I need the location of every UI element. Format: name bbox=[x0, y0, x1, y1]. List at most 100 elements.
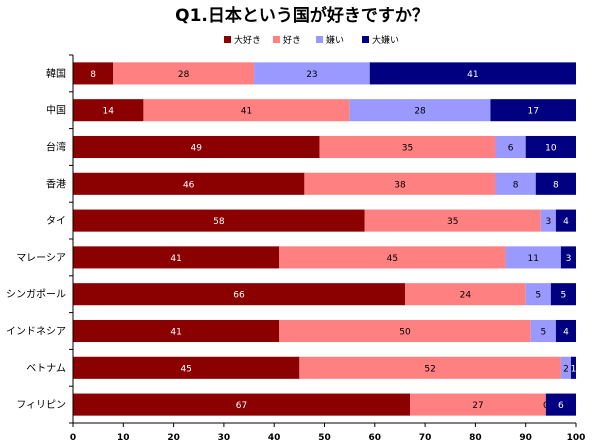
bar-label-3-3: 8 bbox=[553, 180, 559, 190]
bar-label-2-2: 6 bbox=[508, 144, 514, 154]
category-label-8: ベトナム bbox=[26, 362, 66, 374]
x-tick-label-2: 20 bbox=[167, 433, 180, 443]
bar-label-8-2: 2 bbox=[563, 364, 569, 374]
category-label-5: マレーシア bbox=[16, 253, 66, 264]
bar-label-5-2: 11 bbox=[528, 254, 539, 264]
bar-label-8-0: 45 bbox=[180, 364, 191, 374]
bar-0-1 bbox=[113, 62, 255, 85]
category-label-6: シンガポール bbox=[6, 289, 66, 301]
category-label-0: 韓国 bbox=[46, 68, 66, 80]
bar-label-7-2: 5 bbox=[540, 328, 546, 338]
legend-swatch-1 bbox=[273, 36, 280, 43]
category-label-4: タイ bbox=[46, 215, 66, 227]
bar-0-0 bbox=[73, 62, 114, 85]
x-tick-label-9: 90 bbox=[519, 433, 532, 443]
legend-label-3: 大嫌い bbox=[372, 34, 399, 46]
bar-7-0 bbox=[73, 319, 280, 343]
x-tick-label-0: 0 bbox=[70, 433, 76, 443]
bar-label-8-1: 52 bbox=[424, 364, 435, 374]
bar-2-3 bbox=[525, 135, 576, 159]
bar-label-1-1: 41 bbox=[241, 107, 252, 117]
bar-8-3 bbox=[570, 356, 576, 379]
bar-1-3 bbox=[490, 99, 576, 122]
bar-label-9-1: 27 bbox=[472, 401, 483, 411]
bar-9-1 bbox=[410, 393, 546, 416]
legend: 大好き 好き 嫌い 大嫌い bbox=[224, 34, 399, 46]
bar-1-2 bbox=[349, 99, 491, 122]
bar-label-9-3: 6 bbox=[558, 401, 564, 411]
bar-label-7-3: 4 bbox=[563, 328, 569, 338]
bar-label-4-1: 35 bbox=[447, 217, 458, 227]
bar-label-4-2: 3 bbox=[545, 217, 551, 227]
legend-label-2: 嫌い bbox=[326, 34, 344, 46]
x-tick-label-7: 70 bbox=[419, 433, 432, 443]
x-tick-label-4: 40 bbox=[268, 433, 281, 443]
bar-8-2 bbox=[560, 356, 571, 379]
bar-label-0-0: 8 bbox=[90, 70, 96, 80]
bar-9-0 bbox=[73, 393, 411, 416]
bar-label-0-2: 23 bbox=[306, 70, 317, 80]
bar-5-0 bbox=[73, 246, 280, 269]
bar-4-0 bbox=[73, 209, 365, 232]
bar-label-1-0: 14 bbox=[102, 107, 114, 117]
bar-6-2 bbox=[525, 283, 551, 306]
bar-label-5-0: 41 bbox=[170, 254, 181, 264]
legend-swatch-0 bbox=[224, 36, 231, 43]
bar-label-7-0: 41 bbox=[170, 328, 181, 338]
legend-label-1: 好き bbox=[283, 34, 301, 46]
bar-label-6-3: 5 bbox=[561, 291, 567, 301]
x-tick-label-8: 80 bbox=[469, 433, 482, 443]
bar-label-3-1: 38 bbox=[394, 180, 406, 190]
bar-label-6-2: 5 bbox=[535, 291, 541, 301]
bar-label-5-3: 3 bbox=[566, 254, 572, 264]
bar-6-3 bbox=[550, 283, 576, 306]
bar-label-0-3: 41 bbox=[467, 70, 478, 80]
bar-3-1 bbox=[304, 172, 496, 195]
category-label-2: 台湾 bbox=[46, 141, 66, 154]
bar-label-2-3: 10 bbox=[545, 144, 557, 154]
bar-3-0 bbox=[73, 172, 305, 195]
bar-label-3-0: 46 bbox=[183, 180, 195, 190]
bar-label-1-2: 28 bbox=[414, 107, 426, 117]
chart-title: Q1.日本という国が好きですか？ bbox=[175, 5, 429, 26]
category-label-3: 香港 bbox=[46, 178, 66, 190]
bar-0-3 bbox=[369, 62, 576, 85]
bar-4-2 bbox=[540, 209, 556, 232]
bar-label-6-1: 24 bbox=[460, 291, 472, 301]
bar-6-1 bbox=[404, 283, 526, 306]
x-tick-label-10: 100 bbox=[567, 433, 586, 443]
bar-label-9-0: 67 bbox=[236, 401, 247, 411]
bar-7-1 bbox=[279, 319, 531, 343]
bar-5-1 bbox=[279, 246, 506, 269]
bar-label-4-0: 58 bbox=[213, 217, 225, 227]
x-tick-label-1: 10 bbox=[117, 433, 130, 443]
bar-1-1 bbox=[143, 99, 350, 122]
category-label-9: フィリピン bbox=[16, 399, 66, 411]
category-label-1: 中国 bbox=[46, 104, 66, 117]
bar-4-3 bbox=[555, 209, 576, 232]
bar-7-2 bbox=[530, 319, 556, 343]
bar-label-4-3: 4 bbox=[563, 217, 569, 227]
bar-9-3 bbox=[545, 393, 576, 416]
bar-label-6-0: 66 bbox=[233, 291, 245, 301]
bar-label-3-2: 8 bbox=[513, 180, 519, 190]
bar-5-2 bbox=[505, 246, 561, 269]
bar-label-7-1: 50 bbox=[399, 328, 411, 338]
bar-0-2 bbox=[254, 62, 370, 85]
bar-1-0 bbox=[73, 99, 144, 122]
legend-swatch-3 bbox=[362, 36, 369, 43]
x-tick-label-3: 30 bbox=[218, 433, 231, 443]
category-label-7: インドネシア bbox=[6, 326, 66, 338]
x-axis: 0 10 20 30 40 50 60 70 80 90 100 bbox=[70, 422, 586, 443]
bar-2-0 bbox=[73, 135, 320, 159]
bar-5-3 bbox=[560, 246, 576, 269]
legend-swatch-2 bbox=[316, 36, 323, 43]
bar-8-1 bbox=[299, 356, 561, 379]
bar-2-2 bbox=[495, 135, 526, 159]
bar-label-8-3: 1 bbox=[571, 364, 577, 374]
bar-4-1 bbox=[364, 209, 541, 232]
bar-label-5-1: 45 bbox=[387, 254, 398, 264]
legend-label-0: 大好き bbox=[234, 34, 261, 46]
